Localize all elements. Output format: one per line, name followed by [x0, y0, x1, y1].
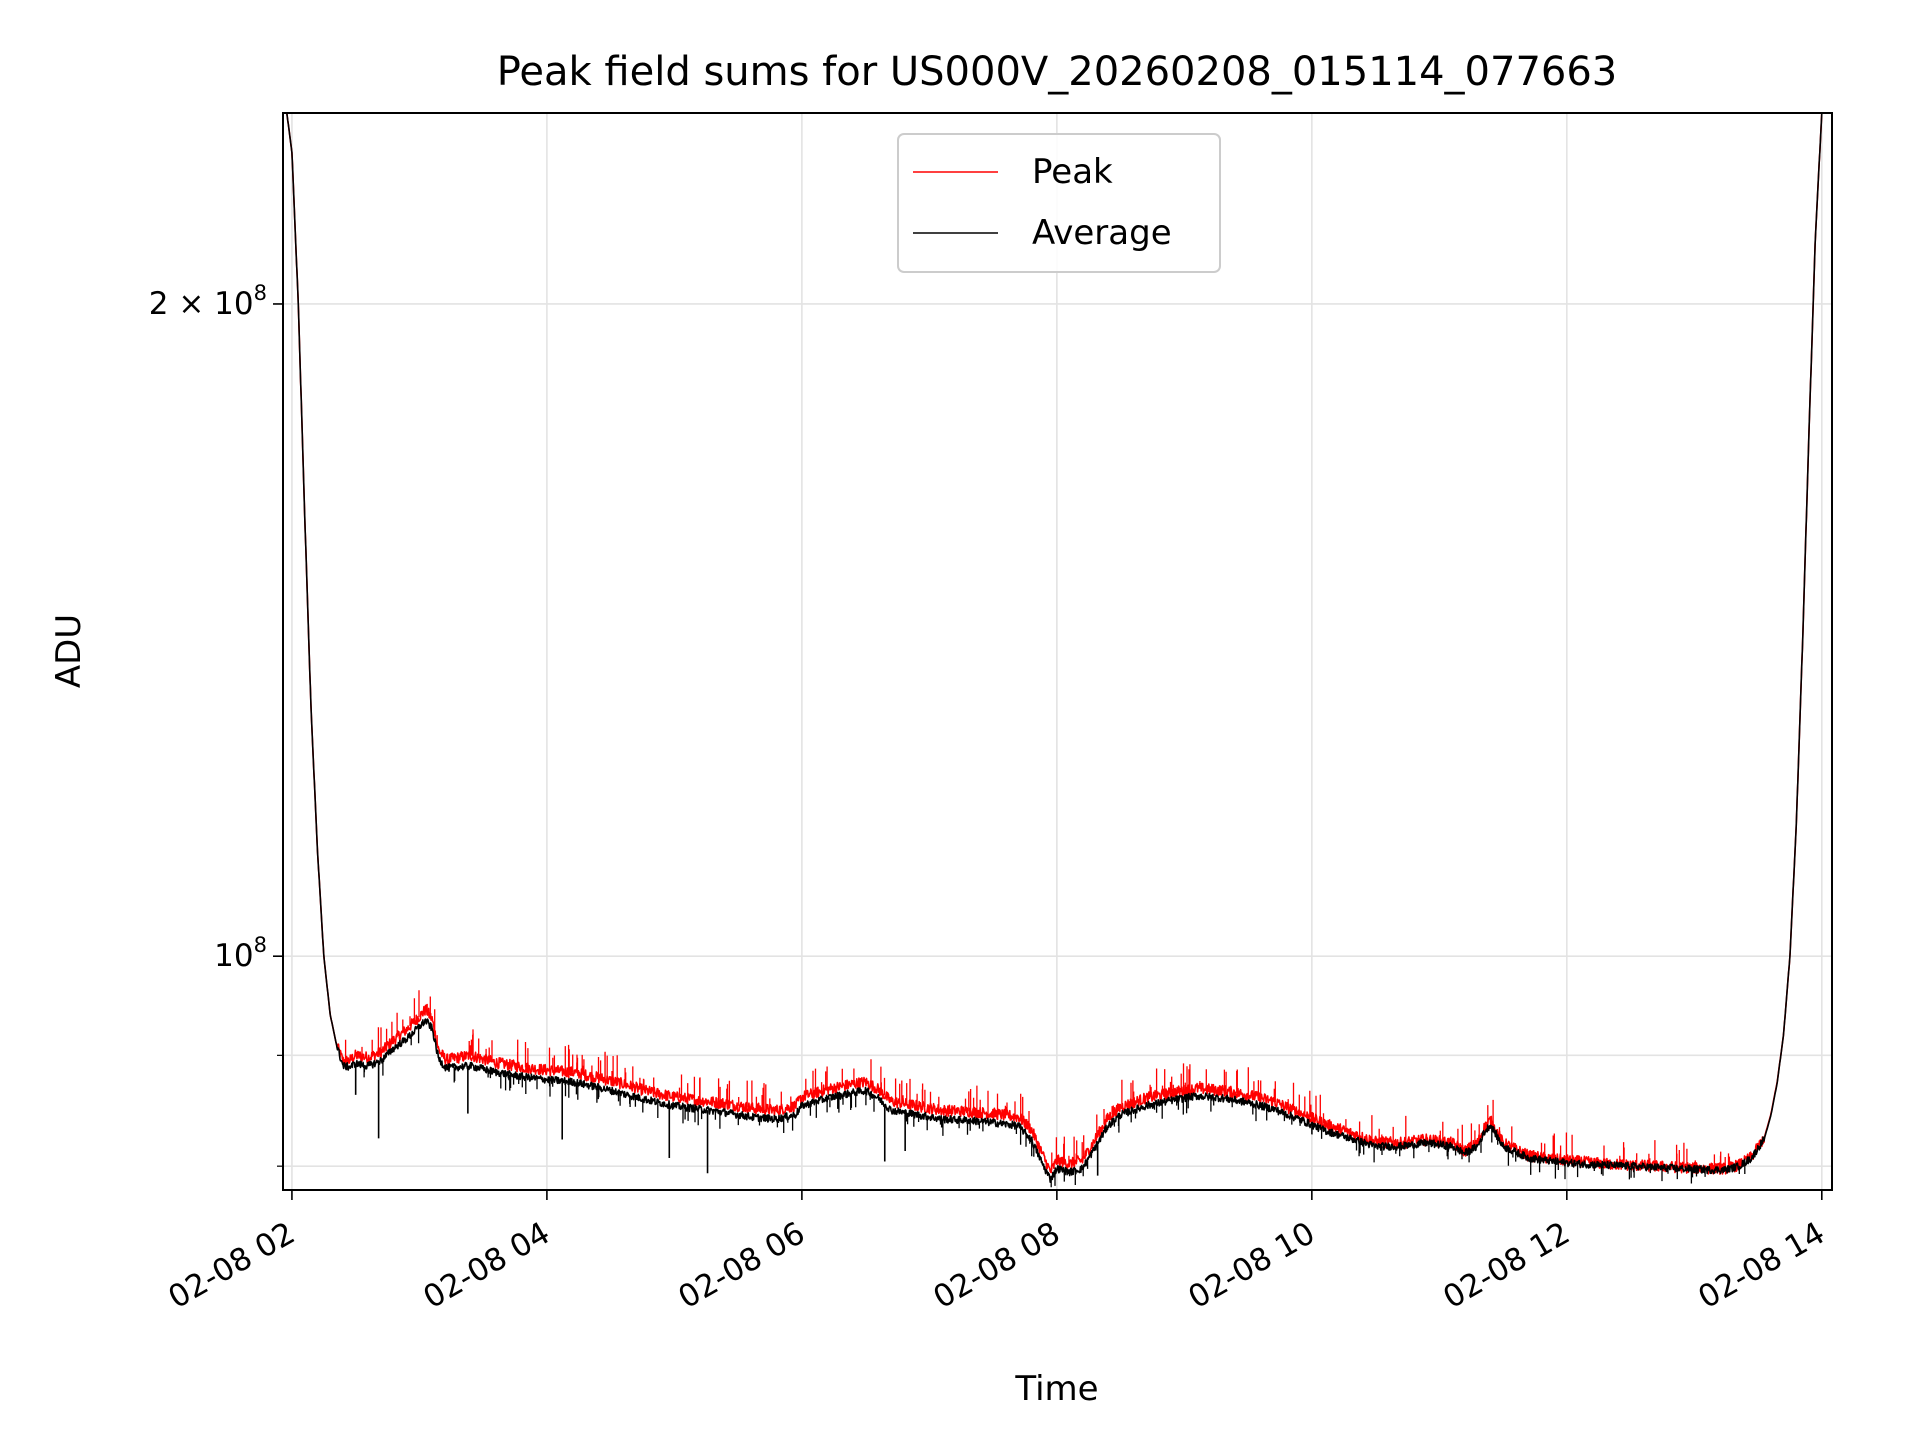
- series-layer: [286, 113, 1823, 1188]
- series-spikes-average: [355, 1027, 1746, 1188]
- legend-label-average: Average: [1032, 213, 1172, 253]
- legend: Peak Average: [897, 133, 1221, 273]
- series-line-average: [286, 113, 1823, 1183]
- y-axis-label: ADU: [49, 614, 89, 688]
- y-tick-label: 2 × 108: [149, 281, 267, 322]
- y-tick-label: 108: [214, 933, 267, 974]
- series-spikes-peak: [344, 990, 1731, 1170]
- chart-title: Peak field sums for US000V_20260208_0151…: [497, 49, 1618, 95]
- legend-label-peak: Peak: [1032, 152, 1113, 192]
- x-axis-label: Time: [1014, 1369, 1098, 1409]
- y-axis: 108 2 × 108: [149, 281, 283, 1167]
- legend-box: [897, 133, 1221, 273]
